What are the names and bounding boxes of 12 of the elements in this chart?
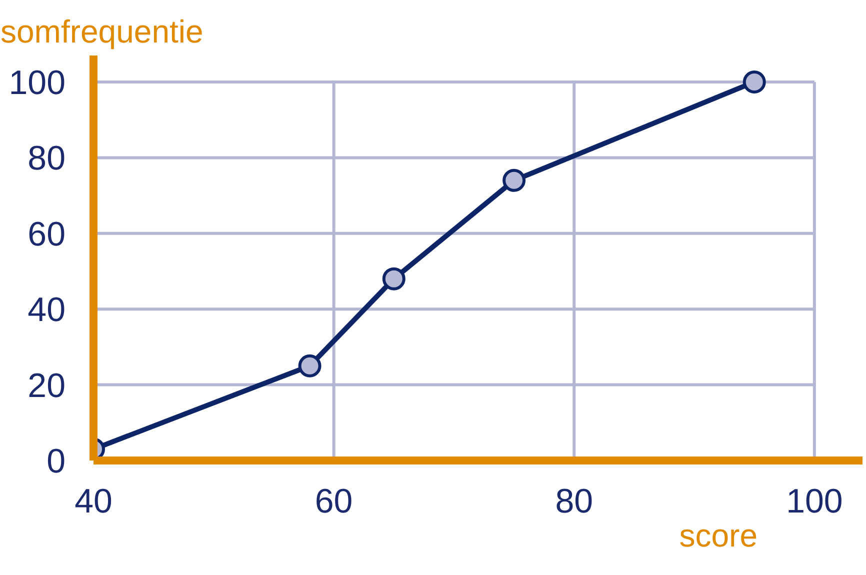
y-axis-title: somfrequentie (0, 14, 204, 50)
y-tick-label: 100 (8, 64, 66, 102)
x-tick-label: 40 (74, 482, 112, 520)
x-tick-label: 100 (786, 482, 843, 520)
x-axis-title: score (679, 518, 758, 554)
y-tick-label: 20 (28, 366, 66, 405)
x-tick-label: 80 (555, 482, 594, 520)
x-tick-label: 60 (314, 482, 353, 520)
y-tick-label: 80 (28, 140, 66, 178)
y-tick-label: 0 (46, 442, 66, 480)
y-tick-label: 60 (28, 215, 66, 254)
y-tick-label: 40 (28, 291, 66, 330)
